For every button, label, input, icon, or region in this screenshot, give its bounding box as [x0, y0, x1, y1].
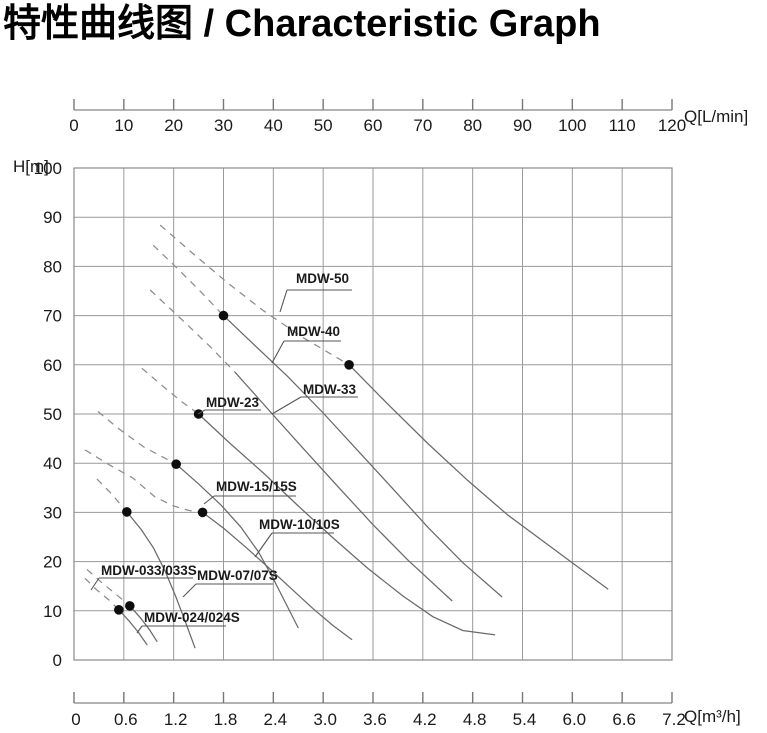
top-axis-tick-label: 60 — [364, 116, 383, 135]
rated-point-mdw-07-07s — [122, 507, 132, 517]
bottom-axis: 0 0.6 1.2 1.8 2.4 3.0 3.6 4.2 4.8 5.4 6.0 6.6 7.2Q[m… — [71, 692, 741, 729]
bottom-axis-tick-label: 0 — [71, 710, 80, 729]
curve-solid-segment — [198, 413, 496, 636]
curve-solid-segment — [223, 315, 503, 598]
curve-solid-segment — [129, 605, 158, 643]
bottom-axis-tick-label: 0.6 — [114, 710, 138, 729]
bottom-axis-tick-label: 4.8 — [463, 710, 487, 729]
bottom-axis-tick-label: 4.2 — [413, 710, 437, 729]
bottom-axis-tick-label: 3.0 — [313, 710, 337, 729]
top-axis-tick-label: 80 — [463, 116, 482, 135]
top-axis-unit-label: Q[L/min] — [684, 107, 748, 126]
series-label-mdw-50: MDW-50 — [296, 271, 349, 286]
top-axis-tick-label: 50 — [314, 116, 333, 135]
curve-dashed-segment — [97, 411, 177, 465]
top-axis-tick-label: 10 — [114, 116, 133, 135]
series-label-mdw-33: MDW-33 — [303, 382, 356, 397]
curve-mdw-024-024s: MDW-024/024S — [84, 577, 240, 646]
label-leader-line — [182, 583, 197, 598]
curve-mdw-07-07s: MDW-07/07S — [96, 478, 278, 649]
top-axis-tick-label: 110 — [609, 116, 636, 135]
curve-solid-segment — [348, 364, 609, 590]
bottom-axis-tick-label: 5.4 — [513, 710, 537, 729]
series-label-mdw-40: MDW-40 — [287, 324, 340, 339]
curve-dashed-segment — [86, 569, 131, 607]
plot-grid — [73, 167, 673, 661]
curve-solid-segment — [202, 511, 353, 641]
rated-point-mdw-15-15s — [171, 459, 181, 469]
label-leader-line — [271, 340, 285, 364]
top-axis-tick-label: 100 — [558, 116, 586, 135]
label-leader-line — [90, 577, 100, 591]
left-axis-tick-label: 90 — [43, 208, 62, 227]
top-axis-tick-label: 0 — [69, 116, 78, 135]
left-axis-tick-label: 20 — [43, 553, 62, 572]
curve-mdw-033-033s: MDW-033/033S — [86, 563, 197, 643]
top-axis-tick-label: 70 — [413, 116, 432, 135]
left-axis-tick-label: 80 — [43, 257, 62, 276]
curve-dashed-segment — [84, 577, 120, 611]
label-leader-line — [279, 289, 288, 313]
bottom-axis-tick-label: 2.4 — [264, 710, 288, 729]
curve-dashed-segment — [141, 367, 199, 415]
rated-point-mdw-024-024s — [114, 605, 124, 615]
label-leader-line — [203, 495, 215, 505]
series-label-mdw-024-024s: MDW-024/024S — [144, 610, 240, 625]
series-label-mdw-15-15s: MDW-15/15S — [216, 479, 297, 494]
curve-solid-segment — [118, 609, 148, 646]
curve-mdw-50: MDW-50 — [159, 224, 609, 590]
bottom-axis-unit-label: Q[m³/h] — [684, 707, 741, 726]
curve-solid-segment — [175, 463, 299, 629]
left-axis-tick-label: 50 — [43, 405, 62, 424]
series-label-mdw-10-10s: MDW-10/10S — [259, 517, 340, 532]
curve-dashed-segment — [149, 289, 236, 373]
plot-border — [73, 167, 673, 661]
left-axis-tick-label: 60 — [43, 356, 62, 375]
rated-point-mdw-10-10s — [197, 507, 208, 518]
top-axis-tick-label: 30 — [214, 116, 233, 135]
curve-mdw-10-10s: MDW-10/10S — [84, 449, 353, 641]
bottom-axis-tick-label: 1.8 — [214, 710, 238, 729]
label-leader-line — [197, 409, 206, 415]
curve-mdw-23: MDW-23 — [141, 367, 496, 636]
top-axis-tick-label: 90 — [513, 116, 532, 135]
page-title: 特性曲线图 / Characteristic Graph — [3, 3, 601, 45]
top-axis-tick-label: 20 — [164, 116, 183, 135]
rated-point-mdw-50 — [344, 360, 354, 370]
left-axis-tick-label: 70 — [43, 307, 62, 326]
rated-point-mdw-40 — [218, 310, 229, 321]
top-axis-tick-label: 120 — [658, 116, 686, 135]
label-leader-line — [136, 625, 143, 634]
left-axis-tick-label: 30 — [43, 503, 62, 522]
bottom-axis-tick-label: 1.2 — [164, 710, 188, 729]
curve-dashed-segment — [96, 478, 128, 513]
bottom-axis-tick-label: 7.2 — [662, 710, 686, 729]
series-label-mdw-23: MDW-23 — [206, 395, 259, 410]
curve-dashed-segment — [152, 244, 224, 317]
bottom-axis-tick-label: 6.0 — [563, 710, 587, 729]
left-axis-tick-label: 40 — [43, 454, 62, 473]
rated-point-mdw-033-033s — [125, 601, 135, 611]
curve-dashed-segment — [159, 224, 350, 366]
bottom-axis-tick-label: 6.6 — [612, 710, 636, 729]
top-axis-tick-label: 40 — [264, 116, 283, 135]
curve-mdw-33: MDW-33 — [149, 289, 453, 602]
label-leader-line — [254, 532, 273, 558]
curve-dashed-segment — [84, 449, 203, 514]
left-axis-tick-label: 0 — [53, 651, 62, 670]
bottom-axis-tick-label: 3.6 — [363, 710, 387, 729]
curve-solid-segment — [126, 511, 196, 649]
curve-mdw-40: MDW-40 — [152, 244, 503, 598]
series-label-mdw-033-033s: MDW-033/033S — [101, 563, 197, 578]
left-axis-tick-label: 10 — [43, 602, 62, 621]
series-label-mdw-07-07s: MDW-07/07S — [197, 568, 278, 583]
left-axis-tick-label: 100 — [34, 159, 62, 178]
left-axis-unit-label: H[m] — [13, 157, 49, 176]
label-leader-line — [271, 396, 302, 415]
curve-mdw-15-15s: MDW-15/15S — [97, 411, 299, 629]
